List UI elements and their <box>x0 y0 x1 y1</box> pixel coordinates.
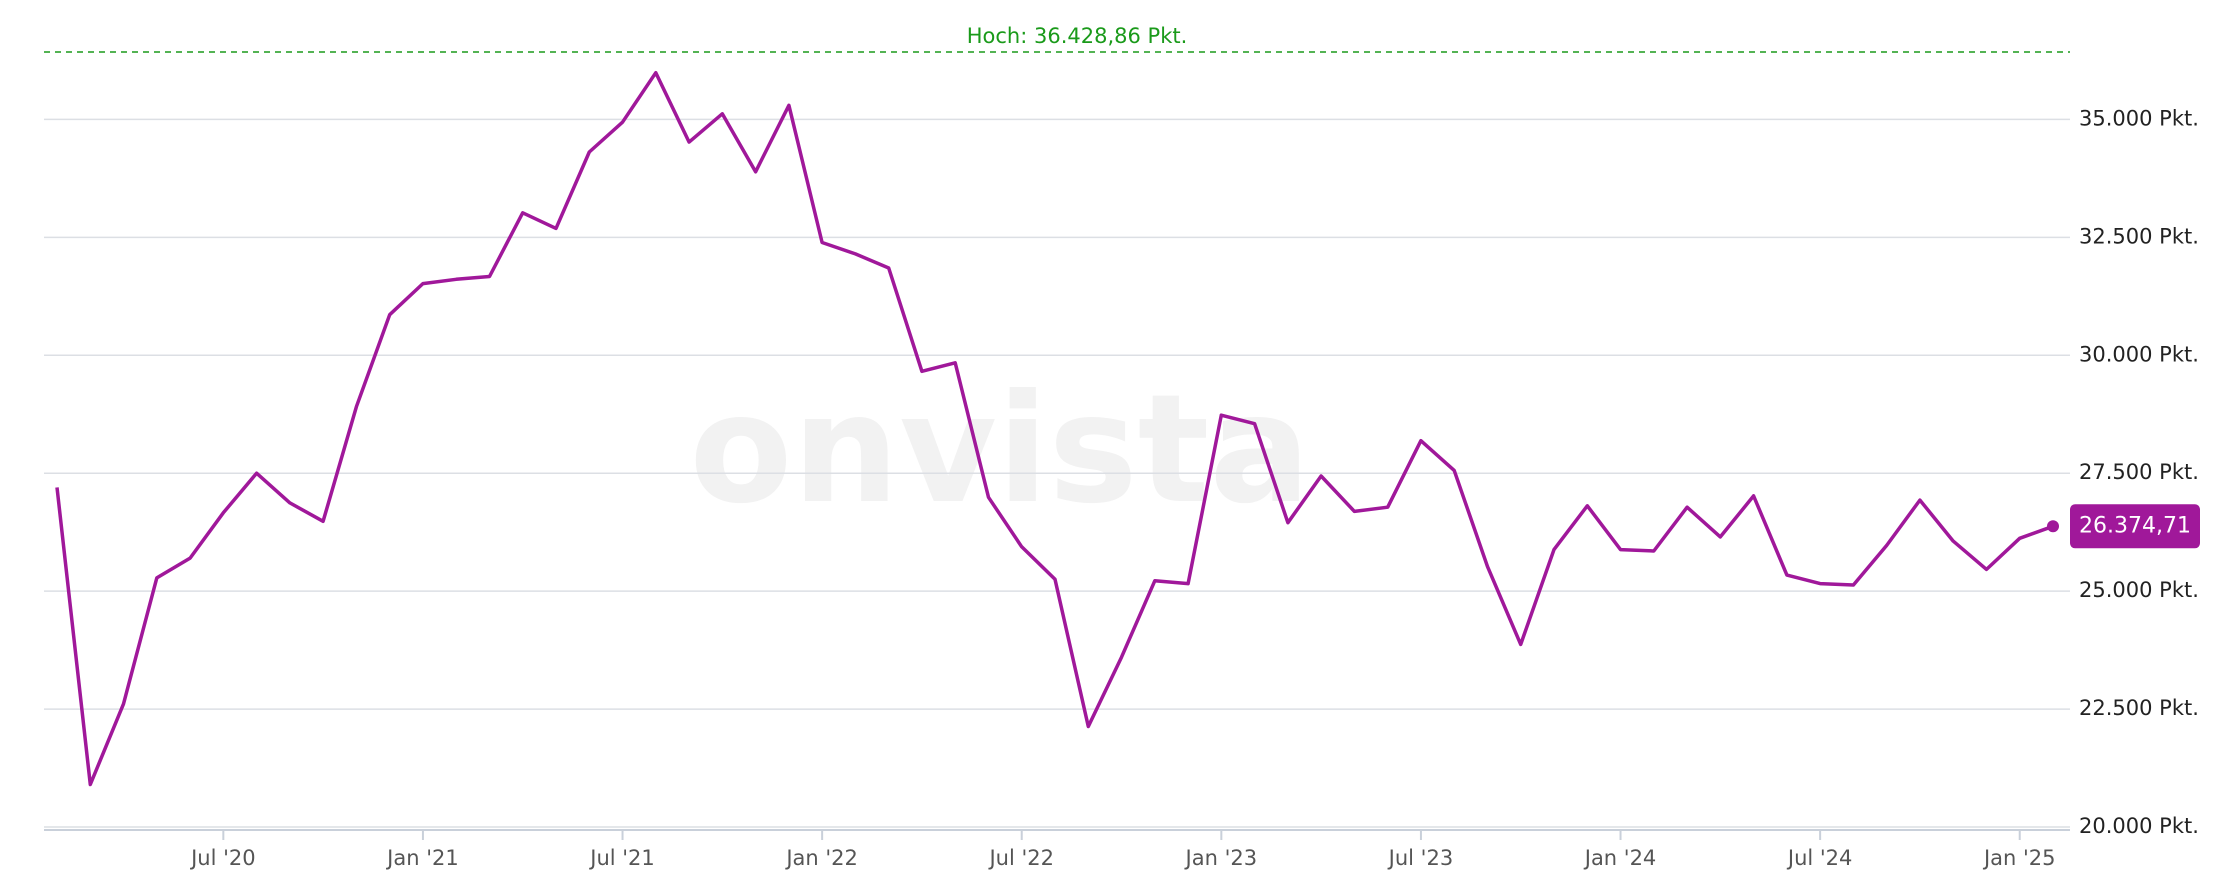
x-tick-label: Jul '20 <box>189 846 256 870</box>
y-tick-label: 22.500 Pkt. <box>2079 696 2199 720</box>
x-tick-label: Jul '21 <box>588 846 655 870</box>
price-line <box>55 70 2054 787</box>
watermark: onvista <box>689 363 1310 537</box>
x-tick-label: Jan '23 <box>1184 846 1258 870</box>
x-tick-label: Jan '21 <box>385 846 459 870</box>
y-tick-label: 20.000 Pkt. <box>2079 814 2199 838</box>
last-label: 26.374,71 <box>2079 513 2191 538</box>
x-tick-label: Jul '22 <box>987 846 1054 870</box>
x-tick-label: Jan '25 <box>1982 846 2056 870</box>
y-tick-label: 27.500 Pkt. <box>2079 460 2199 484</box>
x-tick-label: Jul '23 <box>1387 846 1454 870</box>
last-label-box <box>2070 504 2200 549</box>
x-tick-label: Jan '24 <box>1583 846 1657 870</box>
y-tick-label: 25.000 Pkt. <box>2079 578 2199 602</box>
y-tick-label: 30.000 Pkt. <box>2079 342 2199 366</box>
last-point <box>2047 520 2059 533</box>
x-tick-label: Jul '24 <box>1786 846 1853 870</box>
y-tick-label: 35.000 Pkt. <box>2079 106 2199 130</box>
y-tick-label: 32.500 Pkt. <box>2079 224 2199 248</box>
x-tick-label: Jan '22 <box>784 846 858 870</box>
high-label: Hoch: 36.428,86 Pkt. <box>967 24 1188 48</box>
